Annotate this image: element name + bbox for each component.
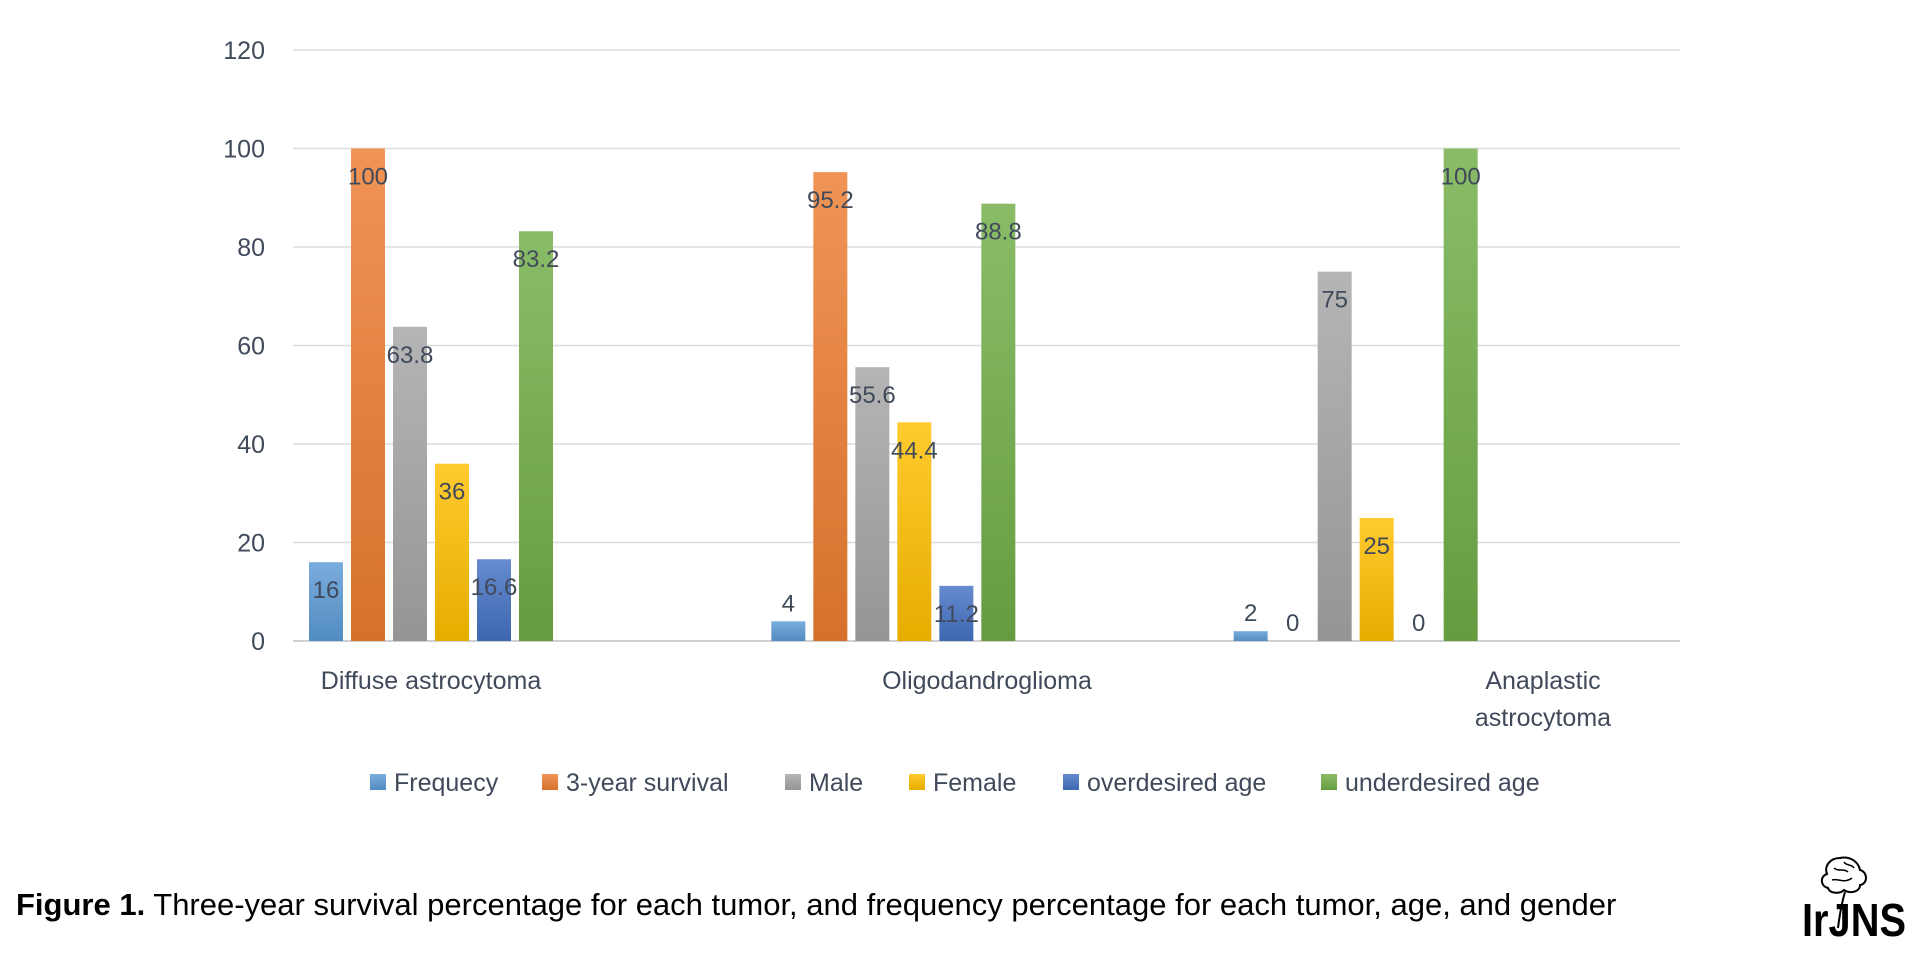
bar bbox=[1359, 517, 1394, 641]
figure-caption-label: Figure 1. bbox=[16, 887, 146, 922]
data-label: 11.2 bbox=[934, 601, 979, 628]
data-label: 100 bbox=[348, 164, 388, 191]
figure-caption: Figure 1. Three-year survival percentage… bbox=[16, 887, 1616, 923]
bar bbox=[771, 621, 806, 641]
y-tick-label: 40 bbox=[237, 431, 265, 459]
bar bbox=[393, 326, 427, 641]
legend-swatch bbox=[1321, 774, 1337, 790]
journal-logo: IrJNS bbox=[1802, 856, 1906, 940]
legend-swatch bbox=[909, 774, 925, 790]
data-label: 16 bbox=[313, 577, 340, 604]
y-axis-ticks: 0 20 40 60 80 100 120 bbox=[223, 37, 265, 656]
y-tick-label: 20 bbox=[237, 530, 265, 558]
spine-line bbox=[1837, 891, 1846, 929]
bar bbox=[855, 367, 890, 641]
legend-label: overdesired age bbox=[1087, 769, 1266, 797]
bar bbox=[309, 562, 343, 641]
legend-label: underdesired age bbox=[1345, 769, 1540, 797]
legend-swatch bbox=[785, 774, 801, 790]
data-label: 25 bbox=[1363, 533, 1390, 560]
figure-caption-text: Three-year survival percentage for each … bbox=[145, 887, 1617, 922]
bar bbox=[477, 559, 511, 641]
y-tick-label: 0 bbox=[251, 628, 265, 656]
y-tick-label: 80 bbox=[237, 234, 265, 262]
x-tick-label: astrocytoma bbox=[1475, 704, 1611, 732]
data-label: 0 bbox=[1286, 610, 1299, 637]
data-label: 83.2 bbox=[513, 246, 560, 273]
data-label: 4 bbox=[782, 590, 795, 617]
legend-label: 3-year survival bbox=[566, 769, 729, 797]
bar bbox=[1233, 631, 1268, 641]
legend-label: Male bbox=[809, 769, 863, 797]
y-tick-label: 120 bbox=[223, 37, 265, 65]
legend-label: Frequecy bbox=[394, 769, 499, 797]
bar bbox=[435, 463, 469, 641]
bar bbox=[981, 203, 1016, 641]
legend-label: Female bbox=[933, 769, 1016, 797]
legend-swatch bbox=[542, 774, 558, 790]
legend-swatch bbox=[370, 774, 386, 790]
x-tick-label: Oligodandroglioma bbox=[882, 667, 1092, 695]
logo-text: IrJNS bbox=[1802, 894, 1906, 940]
legend: Frequecy 3-year survival Male Female overdes… bbox=[370, 769, 1540, 797]
data-label: 44.4 bbox=[891, 437, 938, 464]
y-tick-label: 60 bbox=[237, 333, 265, 361]
brain-folds bbox=[1831, 861, 1855, 882]
x-axis-labels: Diffuse astrocytoma Oligodandroglioma Anap… bbox=[321, 667, 1611, 732]
x-tick-label: Diffuse astrocytoma bbox=[321, 667, 542, 695]
bar bbox=[897, 422, 932, 641]
data-labels: 16 100 63.8 36 16.6 83.2 4 95.2 55.6 44.4 11.2 88.8… bbox=[313, 164, 1481, 638]
data-label: 100 bbox=[1441, 164, 1481, 191]
bars bbox=[309, 148, 1478, 642]
legend-swatch bbox=[1063, 774, 1079, 790]
bar bbox=[351, 148, 385, 641]
bar bbox=[813, 172, 848, 641]
brain-icon bbox=[1820, 856, 1867, 894]
bar bbox=[1317, 271, 1352, 641]
bar bbox=[519, 231, 553, 642]
data-label: 95.2 bbox=[807, 187, 854, 214]
y-tick-label: 100 bbox=[223, 136, 265, 164]
data-label: 63.8 bbox=[387, 342, 434, 369]
data-label: 88.8 bbox=[975, 219, 1022, 246]
data-label: 0 bbox=[1412, 610, 1425, 637]
data-label: 55.6 bbox=[849, 382, 896, 409]
data-label: 75 bbox=[1321, 287, 1348, 314]
data-label: 16.6 bbox=[471, 574, 518, 601]
x-tick-label: Anaplastic bbox=[1485, 667, 1600, 695]
bar bbox=[1443, 148, 1478, 641]
data-label: 2 bbox=[1244, 600, 1257, 627]
data-label: 36 bbox=[439, 479, 466, 506]
bar bbox=[939, 585, 974, 641]
